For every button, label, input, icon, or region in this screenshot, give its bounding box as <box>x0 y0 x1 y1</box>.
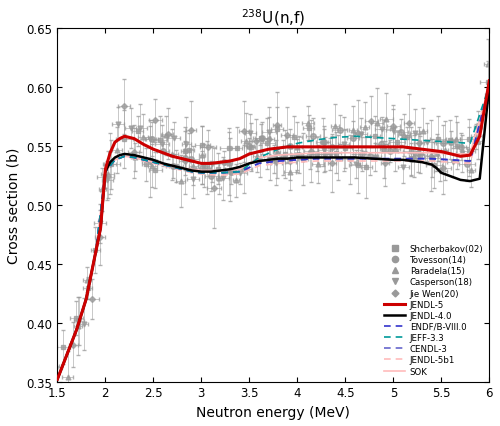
Title: $^{238}$U(n,f): $^{238}$U(n,f) <box>241 7 306 28</box>
Legend: Shcherbakov(02), Tovesson(14), Paradela(15), Casperson(18), Jie Wen(20), JENDL-5: Shcherbakov(02), Tovesson(14), Paradela(… <box>382 243 485 377</box>
X-axis label: Neutron energy (MeV): Neutron energy (MeV) <box>196 405 350 419</box>
Y-axis label: Cross section (b): Cross section (b) <box>7 147 21 263</box>
